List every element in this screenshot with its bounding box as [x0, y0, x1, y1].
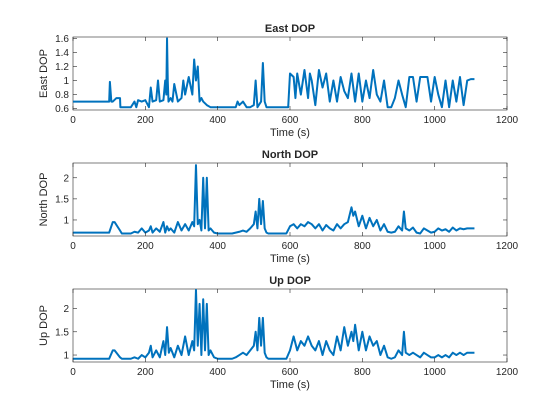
east-dop-ytick-label: 1.4	[55, 48, 69, 59]
north-dop-plot-area	[72, 162, 508, 237]
east-dop-xtick-label: 800	[354, 115, 371, 126]
east-dop-ytick-label: 0.6	[55, 104, 69, 115]
east-dop-axes: 0 200 400 600 800 1000 1200 0.6 0.8 1 1.2 1.4 1.6 Eas…	[38, 23, 519, 139]
up-dop-ytick-label: 1	[63, 351, 69, 362]
east-dop-xtick-label: 0	[70, 115, 76, 126]
north-dop-xtick-label: 1000	[424, 241, 447, 252]
east-dop-ytick-label: 1	[63, 76, 69, 87]
east-dop-ytick-label: 1.2	[55, 62, 69, 73]
north-dop-ytick-label: 1.5	[55, 194, 69, 205]
north-dop-xtick-label: 800	[354, 241, 371, 252]
north-dop-xtick-label: 600	[282, 241, 299, 252]
up-dop-title: Up DOP	[269, 275, 311, 287]
up-dop-xlabel: Time (s)	[270, 379, 310, 391]
up-dop-xtick-label: 1200	[496, 367, 519, 378]
up-dop-axes: 0 200 400 600 800 1000 1200 1 1.5 2 Up DOP Time (s)…	[38, 275, 519, 391]
north-dop-xtick-label: 0	[70, 241, 76, 252]
north-dop-xtick-label: 1200	[496, 241, 519, 252]
north-dop-ytick-label: 1	[63, 215, 69, 226]
east-dop-xlabel: Time (s)	[270, 127, 310, 139]
east-dop-xtick-label: 400	[209, 115, 226, 126]
north-dop-xtick-label: 200	[137, 241, 154, 252]
north-dop-ytick-label: 2	[63, 173, 69, 184]
east-dop-ytick-label: 0.8	[55, 90, 69, 101]
up-dop-xtick-label: 200	[137, 367, 154, 378]
north-dop-xtick-label: 400	[209, 241, 226, 252]
east-dop-xtick-label: 600	[282, 115, 299, 126]
up-dop-xtick-label: 600	[282, 367, 299, 378]
north-dop-title: North DOP	[262, 149, 318, 161]
north-dop-ylabel: North DOP	[38, 173, 50, 227]
up-dop-xtick-label: 1000	[424, 367, 447, 378]
north-dop-series-line	[73, 164, 475, 235]
east-dop-ytick-label: 1.6	[55, 34, 69, 45]
east-dop-xtick-label: 1200	[496, 115, 519, 126]
east-dop-ylabel: East DOP	[38, 49, 50, 98]
east-dop-xtick-label: 1000	[424, 115, 447, 126]
east-dop-xtick-label: 200	[137, 115, 154, 126]
east-dop-title: East DOP	[265, 23, 315, 35]
up-dop-xtick-label: 400	[209, 367, 226, 378]
up-dop-series-line	[73, 289, 475, 360]
up-dop-ylabel: Up DOP	[38, 305, 50, 346]
up-dop-ytick-label: 2	[63, 304, 69, 315]
east-dop-series-line	[73, 37, 475, 109]
up-dop-xtick-label: 800	[354, 367, 371, 378]
north-dop-axes: 0 200 400 600 800 1000 1200 1 1.5 2 North DOP Time …	[38, 149, 519, 265]
north-dop-xlabel: Time (s)	[270, 253, 310, 265]
up-dop-xtick-label: 0	[70, 367, 76, 378]
up-dop-ytick-label: 1.5	[55, 327, 69, 338]
